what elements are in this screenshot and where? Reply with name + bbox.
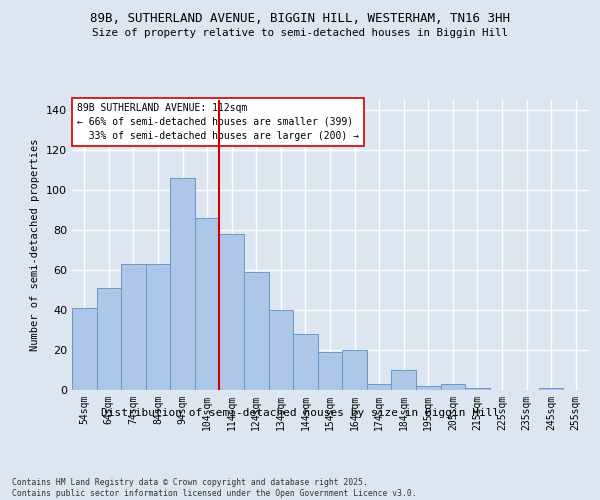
Bar [121, 264, 146, 390]
Text: Contains HM Land Registry data © Crown copyright and database right 2025.
Contai: Contains HM Land Registry data © Crown c… [12, 478, 416, 498]
Bar [440, 384, 465, 390]
Bar [244, 272, 269, 390]
Y-axis label: Number of semi-detached properties: Number of semi-detached properties [31, 138, 40, 352]
Bar [170, 178, 195, 390]
Bar [416, 386, 440, 390]
Bar [342, 350, 367, 390]
Text: 89B, SUTHERLAND AVENUE, BIGGIN HILL, WESTERHAM, TN16 3HH: 89B, SUTHERLAND AVENUE, BIGGIN HILL, WES… [90, 12, 510, 26]
Bar [367, 384, 391, 390]
Text: Size of property relative to semi-detached houses in Biggin Hill: Size of property relative to semi-detach… [92, 28, 508, 38]
Bar [146, 264, 170, 390]
Bar [539, 388, 563, 390]
Text: Distribution of semi-detached houses by size in Biggin Hill: Distribution of semi-detached houses by … [101, 408, 499, 418]
Text: 89B SUTHERLAND AVENUE: 112sqm
← 66% of semi-detached houses are smaller (399)
  : 89B SUTHERLAND AVENUE: 112sqm ← 66% of s… [77, 103, 359, 141]
Bar [269, 310, 293, 390]
Bar [72, 308, 97, 390]
Bar [465, 388, 490, 390]
Bar [293, 334, 318, 390]
Bar [220, 234, 244, 390]
Bar [318, 352, 342, 390]
Bar [97, 288, 121, 390]
Bar [391, 370, 416, 390]
Bar [195, 218, 220, 390]
